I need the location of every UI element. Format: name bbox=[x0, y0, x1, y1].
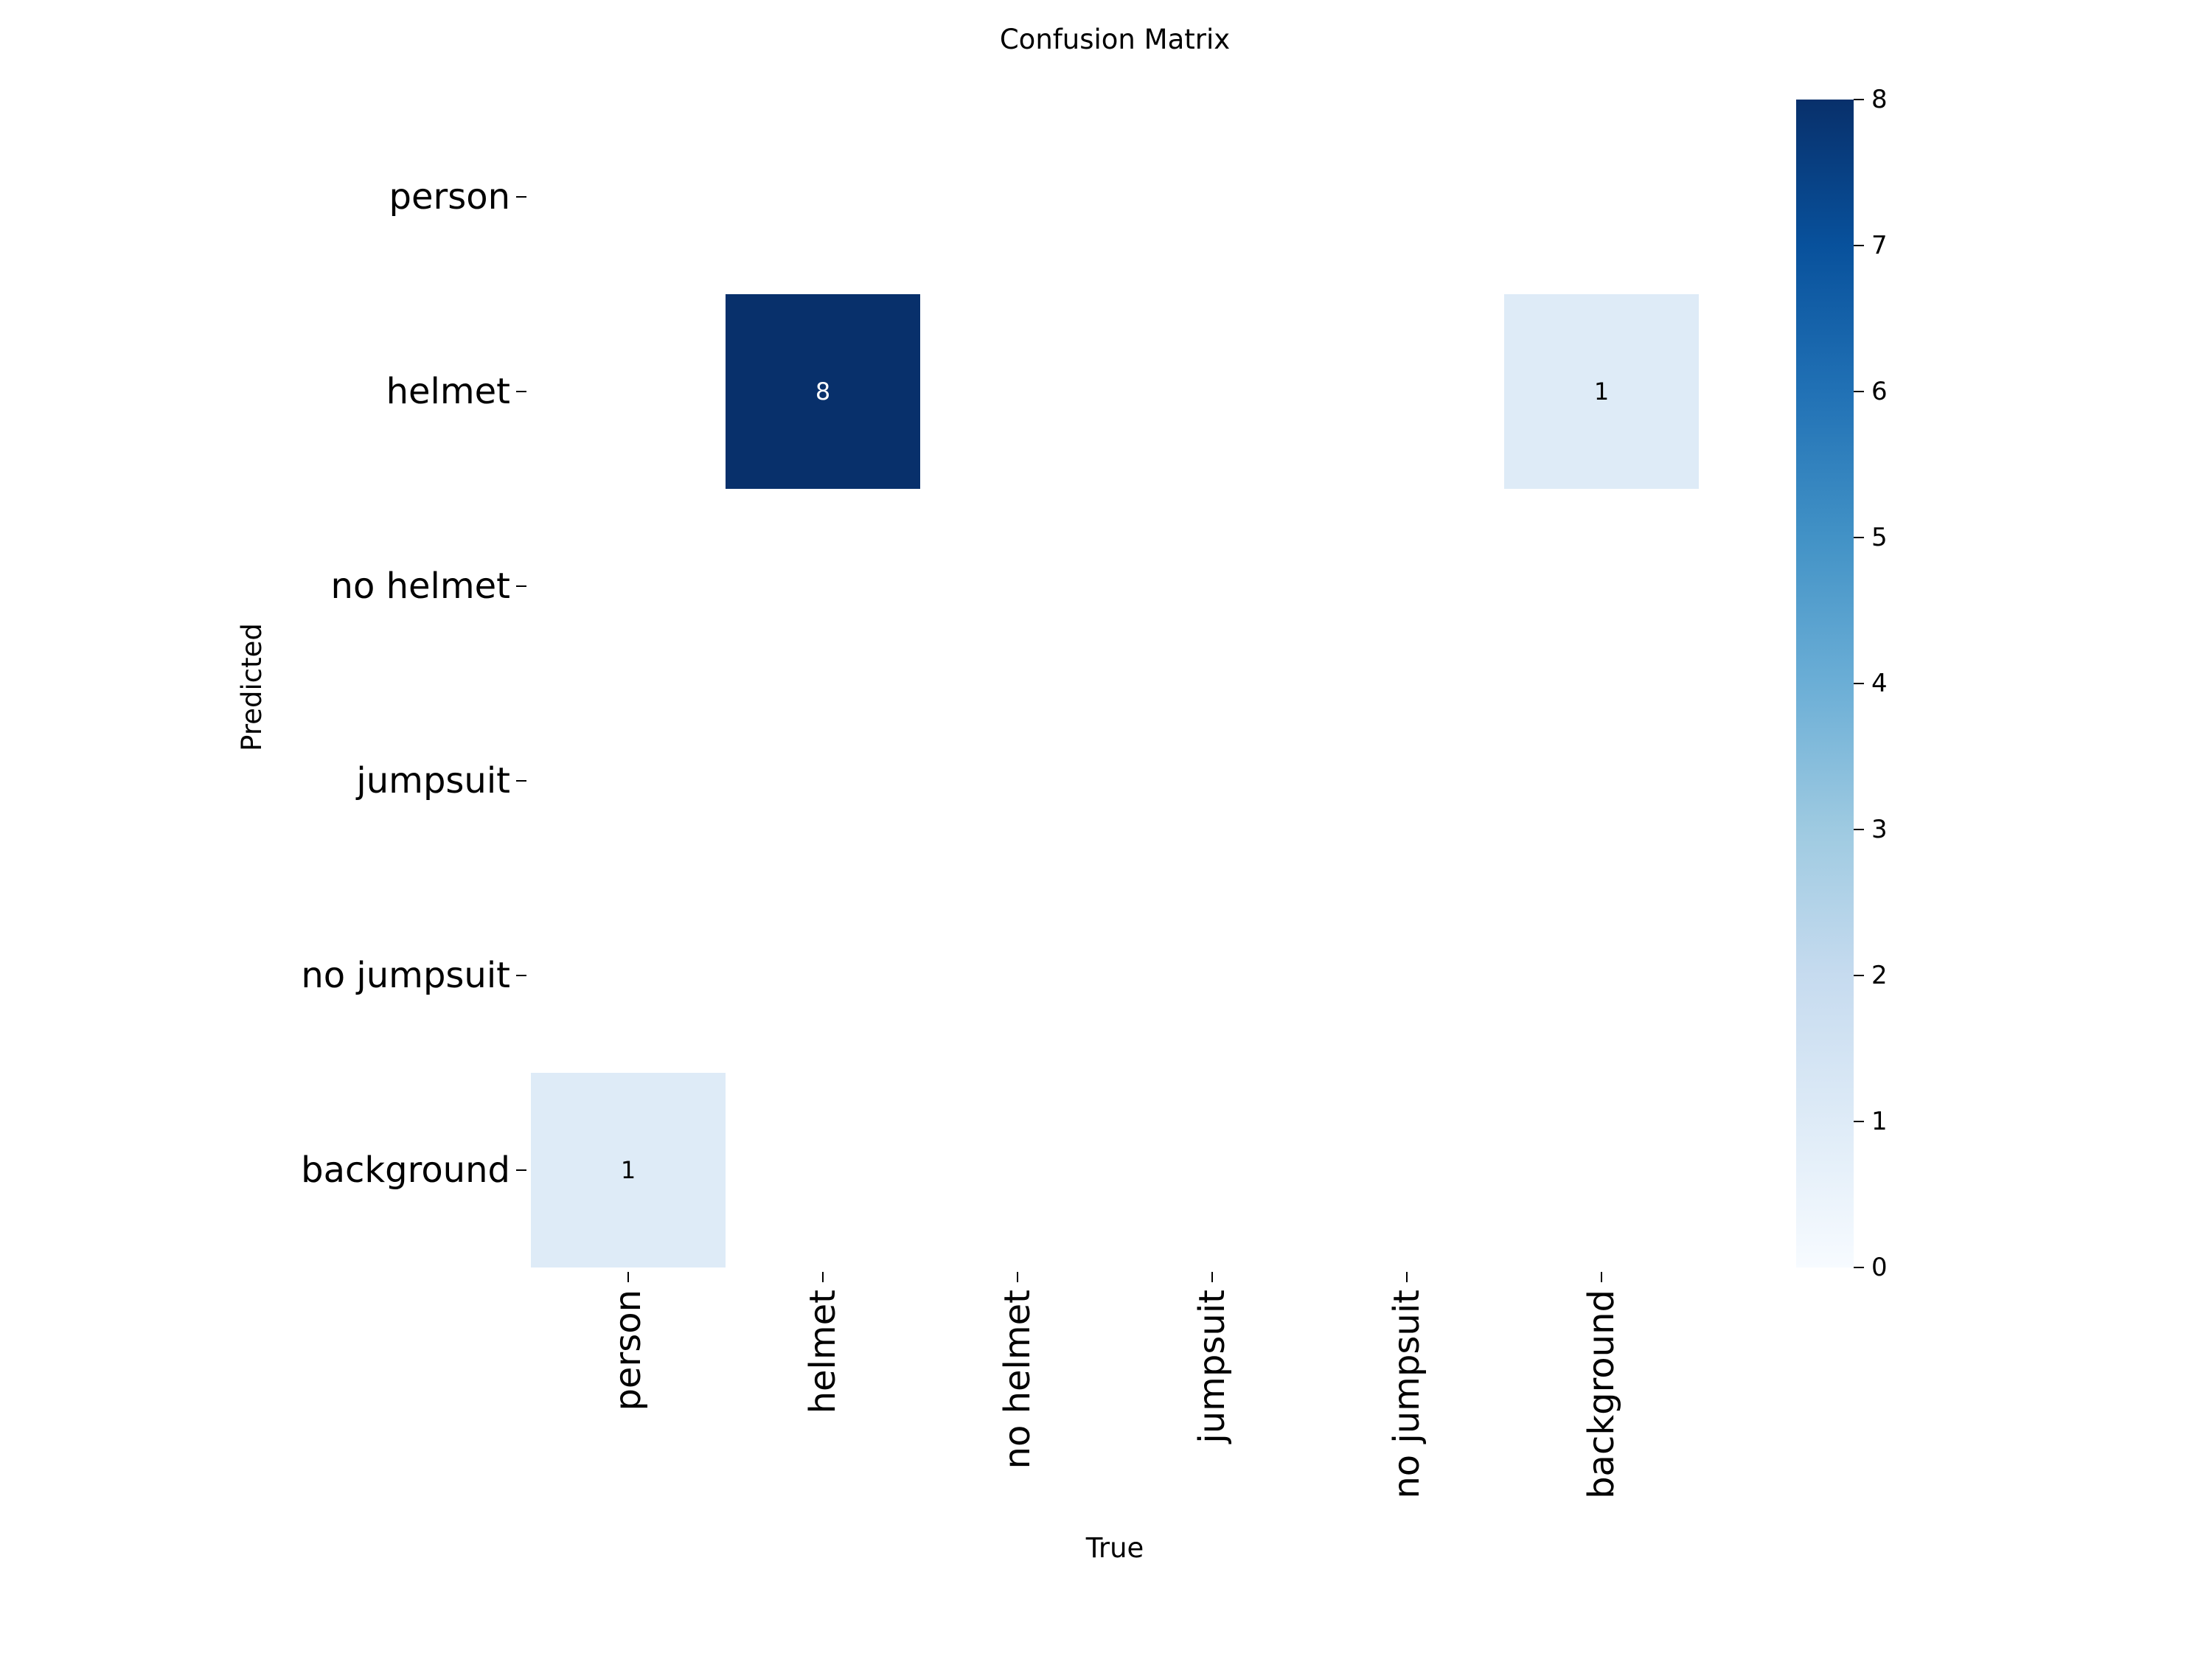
heatmap-cell-5-0 bbox=[531, 1073, 726, 1267]
colorbar-gradient bbox=[1796, 100, 1854, 1267]
y-tick-label: no jumpsuit bbox=[301, 955, 510, 996]
y-axis-ticks: person helmet no helmet jumpsuit no jumpsuit… bbox=[301, 176, 526, 1191]
colorbar-tick-label: 2 bbox=[1871, 961, 1888, 990]
heatmap-cell-1-5 bbox=[1504, 294, 1699, 489]
chart-title: Confusion Matrix bbox=[1000, 24, 1230, 55]
y-tick-label: no helmet bbox=[331, 566, 510, 607]
colorbar-tick-label: 8 bbox=[1871, 85, 1888, 114]
x-axis-label: True bbox=[1085, 1532, 1144, 1564]
x-tick-label: no helmet bbox=[997, 1290, 1038, 1469]
cell-value-1-1: 8 bbox=[815, 378, 830, 406]
y-tick-label: jumpsuit bbox=[355, 760, 510, 801]
x-tick-label: background bbox=[1581, 1290, 1622, 1499]
colorbar-tick-label: 5 bbox=[1871, 523, 1888, 552]
colorbar-tick-label: 6 bbox=[1871, 377, 1888, 406]
x-tick-label: jumpsuit bbox=[1192, 1290, 1233, 1444]
x-tick-label: person bbox=[608, 1290, 649, 1411]
colorbar-tick-label: 7 bbox=[1871, 231, 1888, 260]
x-axis-ticks: person helmet no helmet jumpsuit no jumpsuit… bbox=[608, 1272, 1622, 1499]
heatmap-cell-labels: 8 1 1 bbox=[621, 378, 1609, 1184]
y-tick-label: person bbox=[389, 176, 510, 218]
y-axis-label: Predicted bbox=[236, 623, 268, 751]
y-tick-label: helmet bbox=[386, 371, 510, 412]
x-tick-label: no jumpsuit bbox=[1386, 1290, 1427, 1499]
colorbar-tick-label: 3 bbox=[1871, 815, 1888, 844]
cell-value-5-0: 1 bbox=[621, 1156, 636, 1184]
heatmap-cells bbox=[531, 294, 1699, 1267]
x-tick-label: helmet bbox=[802, 1290, 844, 1413]
y-tick-label: background bbox=[301, 1150, 510, 1191]
colorbar-tick-label: 1 bbox=[1871, 1107, 1888, 1136]
heatmap-cell-1-1 bbox=[726, 294, 920, 489]
cell-value-1-5: 1 bbox=[1594, 378, 1609, 406]
colorbar-tick-label: 0 bbox=[1871, 1253, 1888, 1282]
colorbar: 0 1 2 3 4 5 6 7 8 bbox=[1796, 85, 1888, 1282]
colorbar-tick-label: 4 bbox=[1871, 669, 1888, 698]
